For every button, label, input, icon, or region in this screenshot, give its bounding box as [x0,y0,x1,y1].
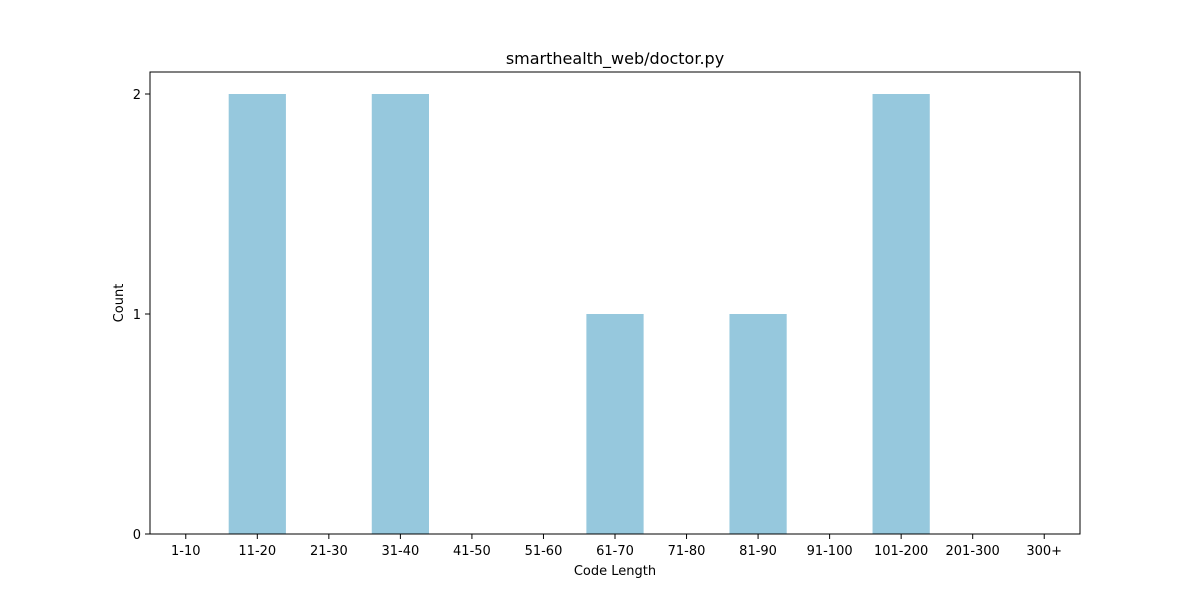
x-tick-label: 201-300 [946,544,1000,559]
bar-81-90 [729,314,787,534]
x-tick-label: 31-40 [381,544,419,559]
bar-11-20 [228,94,286,534]
bar-31-40 [371,94,429,534]
y-tick-label: 1 [133,308,141,323]
x-tick-label: 101-200 [874,544,928,559]
x-axis: 1-10 11-20 21-30 31-40 41-50 51-60 61-70 71-80 8… [171,534,1062,559]
y-axis-label: Count [112,284,127,323]
y-axis: 0 1 2 [133,88,150,543]
x-tick-label: 300+ [1026,544,1062,559]
y-tick-label: 2 [133,88,141,103]
x-tick-label: 51-60 [525,544,563,559]
x-axis-label: Code Length [574,564,656,579]
x-tick-label: 91-100 [807,544,853,559]
x-tick-label: 41-50 [453,544,491,559]
x-tick-label: 11-20 [238,544,276,559]
x-tick-label: 81-90 [739,544,777,559]
y-tick-label: 0 [133,528,141,543]
bar-61-70 [586,314,644,534]
x-tick-label: 61-70 [596,544,634,559]
bar-101-200 [872,94,930,534]
bars-group [228,94,930,534]
chart-title: smarthealth_web/doctor.py [506,49,724,69]
x-tick-label: 1-10 [171,544,201,559]
x-tick-label: 21-30 [310,544,348,559]
x-tick-label: 71-80 [668,544,706,559]
